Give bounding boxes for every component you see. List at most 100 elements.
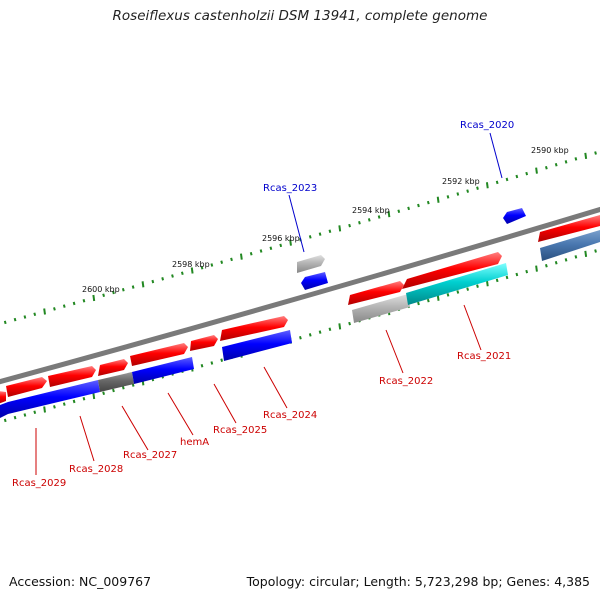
tick-mark: [220, 260, 224, 264]
tick-mark: [584, 152, 588, 160]
tick-mark: [318, 330, 322, 334]
tick-mark: [377, 215, 381, 219]
tick-mark: [33, 312, 37, 317]
gene-label-rcas-2024[interactable]: Rcas_2024: [263, 410, 317, 421]
summary-text: Topology: circular; Length: 5,723,298 bp…: [246, 574, 590, 589]
backbone-line: [0, 206, 600, 385]
tick-mark: [121, 288, 125, 292]
lower-tick-marks: [3, 249, 597, 423]
tick-mark: [535, 265, 538, 272]
tick-mark: [230, 257, 233, 262]
scale-label-2596: 2596 kbp: [262, 234, 300, 243]
tick-mark: [515, 174, 519, 179]
gene-arrow-forward[interactable]: [0, 391, 6, 404]
tick-mark: [574, 255, 578, 259]
tick-mark: [239, 253, 243, 260]
tick-mark: [456, 290, 460, 294]
gene-arrow-rcas-2027[interactable]: [98, 359, 128, 376]
tick-mark: [348, 223, 351, 228]
tick-mark: [53, 405, 56, 409]
tick-mark: [328, 327, 332, 332]
tick-mark: [545, 263, 548, 268]
gene-arrow-rcas-2020-fwd[interactable]: [538, 215, 600, 242]
tick-mark: [259, 249, 263, 253]
gene-label-rcas-2022[interactable]: Rcas_2022: [379, 376, 433, 387]
gene-label-rcas-2028[interactable]: Rcas_2028: [69, 464, 123, 475]
tick-mark: [190, 267, 194, 274]
gene-arrow-rcas-2020-rev[interactable]: [540, 230, 600, 261]
gene-arrow-hemA[interactable]: [130, 343, 188, 366]
upper-tick-marks: [3, 151, 597, 325]
gene-arrow-rcas-2022[interactable]: [348, 281, 404, 305]
gene-arrow-rcas-2021[interactable]: [402, 252, 502, 289]
tick-mark: [328, 229, 332, 234]
tick-mark: [279, 243, 283, 248]
scale-label-2592: 2592 kbp: [442, 177, 480, 186]
gene-label-hemA[interactable]: hemA: [180, 437, 209, 448]
tick-mark: [564, 160, 568, 164]
gene-arrow-rcas-2029-rev[interactable]: [0, 380, 100, 418]
gene-arrow-rcas-2023-rev[interactable]: [301, 272, 328, 290]
tick-mark: [436, 196, 440, 203]
gene-arrow-rcas-2025[interactable]: [190, 335, 218, 351]
tick-mark: [417, 301, 420, 306]
tick-mark: [112, 388, 115, 393]
tick-mark: [23, 315, 27, 319]
gene-arrow-rcas-2024[interactable]: [220, 316, 288, 341]
tick-mark: [200, 265, 204, 270]
reverse-gene-track: [0, 230, 600, 418]
gene-label-rcas-2020[interactable]: Rcas_2020: [460, 120, 514, 131]
tick-mark: [308, 333, 312, 337]
tick-mark: [367, 218, 371, 222]
gene-arrow-rcas-2028[interactable]: [48, 366, 96, 387]
tick-mark: [3, 418, 7, 423]
callout-line-rcas-2023: [288, 194, 305, 253]
tick-mark: [525, 171, 529, 176]
tick-mark: [407, 206, 410, 211]
tick-mark: [72, 301, 76, 306]
tick-mark: [121, 386, 125, 390]
tick-mark: [525, 269, 529, 274]
gene-arrow-rcas-2022-rev[interactable]: [352, 294, 410, 323]
gene-label-rcas-2027[interactable]: Rcas_2027: [123, 450, 177, 461]
tick-mark: [515, 272, 519, 277]
tick-mark: [299, 335, 302, 340]
tick-mark: [131, 285, 135, 289]
gene-arrow-hemA-rev[interactable]: [132, 357, 194, 384]
tick-mark: [210, 361, 214, 365]
tick-mark: [249, 252, 253, 256]
scale-label-2590: 2590 kbp: [531, 146, 569, 155]
tick-mark: [112, 290, 115, 295]
callout-line-rcas-2025: [213, 383, 237, 424]
gene-arrow-rcas-2029[interactable]: [6, 377, 47, 397]
gene-label-rcas-2029[interactable]: Rcas_2029: [12, 478, 66, 489]
gene-arrow-rcas-2023[interactable]: [297, 255, 325, 273]
tick-mark: [594, 151, 597, 155]
tick-mark: [62, 402, 66, 406]
map-title: Roseiflexus castenholzii DSM 13941, comp…: [112, 8, 488, 24]
gene-label-rcas-2021[interactable]: Rcas_2021: [457, 351, 511, 362]
tick-mark: [456, 192, 460, 196]
tick-mark: [446, 293, 450, 297]
tick-mark: [318, 232, 322, 236]
tick-mark: [62, 304, 66, 308]
tick-mark: [180, 271, 184, 276]
gene-arrow-rcas-2020[interactable]: [503, 208, 526, 224]
tick-mark: [466, 189, 470, 193]
tick-mark: [446, 195, 450, 199]
gene-label-rcas-2023[interactable]: Rcas_2023: [263, 183, 317, 194]
tick-mark: [92, 392, 96, 400]
callout-line-rcas-2028: [79, 415, 95, 462]
tick-mark: [554, 163, 558, 167]
callout-lines: [35, 132, 503, 475]
tick-mark: [151, 279, 155, 284]
tick-mark: [495, 278, 499, 283]
gene-arrow-rcas-2027-rev[interactable]: [98, 372, 134, 392]
tick-mark: [13, 415, 17, 420]
callout-line-rcas-2022: [385, 329, 404, 374]
gene-label-rcas-2025[interactable]: Rcas_2025: [213, 425, 267, 436]
gene-arrow-rcas-2021-rev[interactable]: [406, 263, 508, 305]
tick-mark: [200, 363, 204, 368]
gene-arrow-rcas-2024-rev[interactable]: [222, 330, 292, 361]
